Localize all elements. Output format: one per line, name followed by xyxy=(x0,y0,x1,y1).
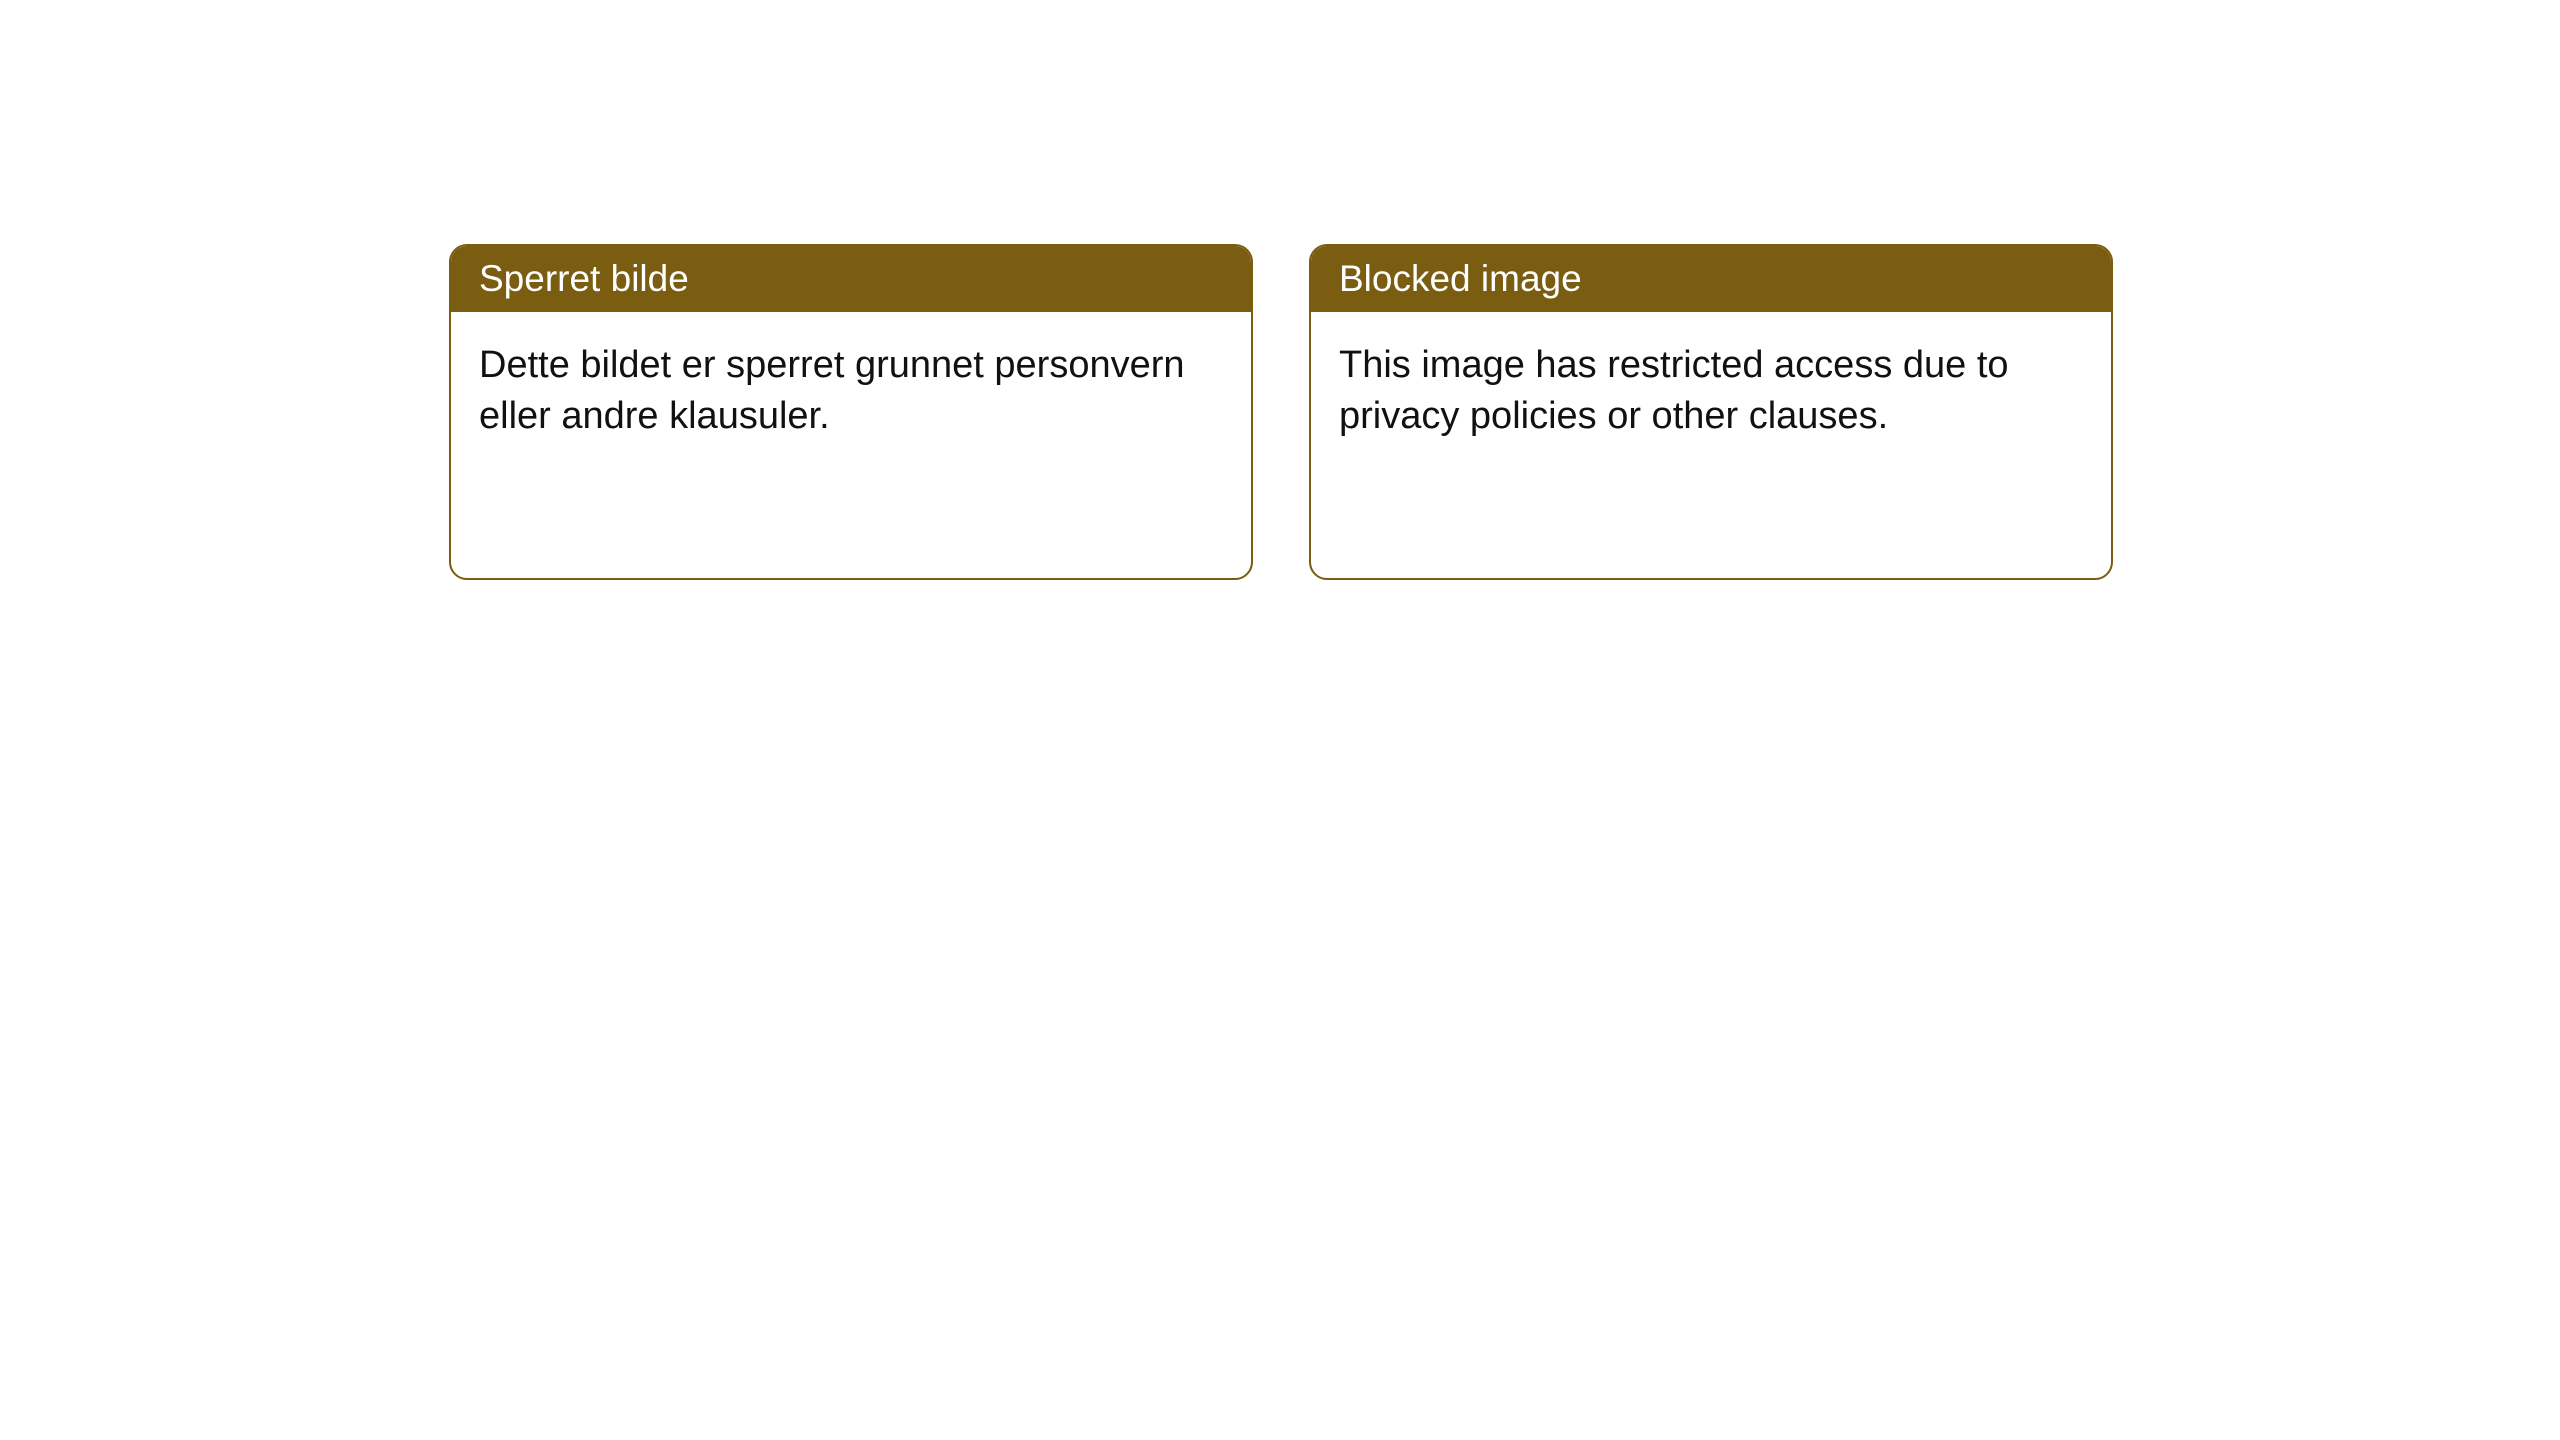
card-title: Blocked image xyxy=(1339,258,1582,299)
card-body-text: Dette bildet er sperret grunnet personve… xyxy=(479,344,1185,437)
card-body: Dette bildet er sperret grunnet personve… xyxy=(451,312,1251,471)
notice-card-english: Blocked image This image has restricted … xyxy=(1309,244,2113,580)
card-header: Sperret bilde xyxy=(451,246,1251,312)
notice-cards-container: Sperret bilde Dette bildet er sperret gr… xyxy=(449,244,2113,580)
card-body-text: This image has restricted access due to … xyxy=(1339,344,2009,437)
card-body: This image has restricted access due to … xyxy=(1311,312,2111,471)
notice-card-norwegian: Sperret bilde Dette bildet er sperret gr… xyxy=(449,244,1253,580)
card-title: Sperret bilde xyxy=(479,258,689,299)
card-header: Blocked image xyxy=(1311,246,2111,312)
